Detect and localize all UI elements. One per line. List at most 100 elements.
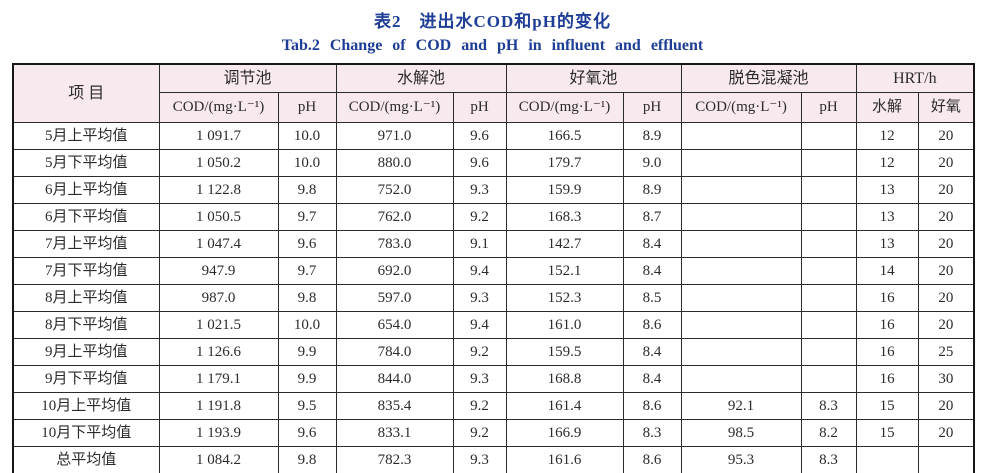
column-header-ph-aerobic: pH bbox=[622, 92, 682, 123]
table-cell: 168.8 bbox=[505, 365, 624, 393]
row-label: 10月下平均值 bbox=[12, 419, 160, 447]
table-cell: 987.0 bbox=[158, 284, 279, 312]
header-sub-row: COD/(mg·L⁻¹) pH COD/(mg·L⁻¹) pH COD/(mg·… bbox=[13, 92, 975, 123]
table-cell bbox=[800, 230, 857, 258]
table-cell bbox=[800, 338, 857, 366]
table-cell: 9.3 bbox=[452, 284, 507, 312]
table-cell: 9.8 bbox=[277, 284, 337, 312]
table-cell: 8.4 bbox=[622, 338, 682, 366]
table-cell bbox=[800, 122, 857, 150]
table-cell: 13 bbox=[855, 203, 919, 231]
table-cell: 9.7 bbox=[277, 203, 337, 231]
table-cell: 10.0 bbox=[277, 122, 337, 150]
column-header-hrt-aerobic: 好氧 bbox=[917, 92, 975, 123]
table-cell: 9.7 bbox=[277, 257, 337, 285]
table-cell: 9.1 bbox=[452, 230, 507, 258]
row-label: 6月上平均值 bbox=[12, 176, 160, 204]
table-cell: 16 bbox=[855, 311, 919, 339]
column-header-ph-hydrolysis: pH bbox=[452, 92, 507, 123]
row-label: 9月下平均值 bbox=[12, 365, 160, 393]
column-group-regulating-tank: 调节池 bbox=[158, 63, 337, 93]
table-cell: 8.3 bbox=[800, 392, 857, 420]
column-header-ph-decolor: pH bbox=[800, 92, 857, 123]
table-cell: 92.1 bbox=[680, 392, 802, 420]
table-header: 项 目 调节池 水解池 好氧池 脱色混凝池 HRT/h COD/(mg·L⁻¹)… bbox=[12, 63, 975, 123]
row-label: 7月上平均值 bbox=[12, 230, 160, 258]
table-cell: 152.3 bbox=[505, 284, 624, 312]
table-cell: 12 bbox=[855, 149, 919, 177]
table-row: 8月下平均值 1 021.5 10.0 654.0 9.4 161.0 8.6 16 20 bbox=[12, 311, 975, 339]
table-cell: 9.6 bbox=[452, 149, 507, 177]
table-cell bbox=[680, 230, 802, 258]
table-cell: 9.2 bbox=[452, 338, 507, 366]
table-cell: 9.4 bbox=[452, 311, 507, 339]
column-header-cod-regulating: COD/(mg·L⁻¹) bbox=[158, 92, 279, 123]
table-cell: 8.6 bbox=[622, 311, 682, 339]
table-cell: 20 bbox=[917, 230, 975, 258]
table-cell: 1 084.2 bbox=[158, 446, 279, 473]
table-cell: 25 bbox=[917, 338, 975, 366]
table-cell: 179.7 bbox=[505, 149, 624, 177]
table-cell: 1 191.8 bbox=[158, 392, 279, 420]
table-cell: 20 bbox=[917, 176, 975, 204]
table-cell: 152.1 bbox=[505, 257, 624, 285]
table-cell: 971.0 bbox=[335, 122, 454, 150]
table-cell: 8.3 bbox=[622, 419, 682, 447]
table-cell bbox=[800, 176, 857, 204]
table-row: 5月上平均值 1 091.7 10.0 971.0 9.6 166.5 8.9 12 20 bbox=[12, 122, 975, 150]
table-row: 10月上平均值 1 191.8 9.5 835.4 9.2 161.4 8.6 92.1 8.3… bbox=[12, 392, 975, 420]
table-row: 5月下平均值 1 050.2 10.0 880.0 9.6 179.7 9.0 12 20 bbox=[12, 149, 975, 177]
table-cell: 12 bbox=[855, 122, 919, 150]
table-cell: 20 bbox=[917, 419, 975, 447]
table-cell bbox=[680, 311, 802, 339]
table-cell: 15 bbox=[855, 419, 919, 447]
table-row: 6月上平均值 1 122.8 9.8 752.0 9.3 159.9 8.9 13 20 bbox=[12, 176, 975, 204]
table-body: 5月上平均值 1 091.7 10.0 971.0 9.6 166.5 8.9 12 20 5月下… bbox=[12, 122, 975, 473]
row-label: 5月下平均值 bbox=[12, 149, 160, 177]
column-header-cod-decolor: COD/(mg·L⁻¹) bbox=[680, 92, 802, 123]
cod-ph-data-table: 项 目 调节池 水解池 好氧池 脱色混凝池 HRT/h COD/(mg·L⁻¹)… bbox=[12, 63, 976, 473]
table-cell: 8.9 bbox=[622, 176, 682, 204]
table-cell: 10.0 bbox=[277, 149, 337, 177]
table-cell: 8.9 bbox=[622, 122, 682, 150]
column-header-cod-hydrolysis: COD/(mg·L⁻¹) bbox=[335, 92, 454, 123]
column-header-item: 项 目 bbox=[12, 63, 160, 123]
column-group-decolor-coagulation-tank: 脱色混凝池 bbox=[680, 63, 857, 93]
table-cell: 1 021.5 bbox=[158, 311, 279, 339]
table-cell: 16 bbox=[855, 284, 919, 312]
table-row: 10月下平均值 1 193.9 9.6 833.1 9.2 166.9 8.3 98.5 8.2… bbox=[12, 419, 975, 447]
table-cell bbox=[680, 176, 802, 204]
table-cell bbox=[800, 203, 857, 231]
table-cell: 20 bbox=[917, 203, 975, 231]
table-cell: 8.6 bbox=[622, 392, 682, 420]
table-cell: 20 bbox=[917, 257, 975, 285]
table-cell: 782.3 bbox=[335, 446, 454, 473]
column-header-cod-aerobic: COD/(mg·L⁻¹) bbox=[505, 92, 624, 123]
table-cell: 692.0 bbox=[335, 257, 454, 285]
table-cell: 142.7 bbox=[505, 230, 624, 258]
table-cell: 98.5 bbox=[680, 419, 802, 447]
table-cell: 9.6 bbox=[277, 230, 337, 258]
column-header-ph-regulating: pH bbox=[277, 92, 337, 123]
table-cell: 14 bbox=[855, 257, 919, 285]
table-cell: 159.9 bbox=[505, 176, 624, 204]
table-cell: 9.3 bbox=[452, 176, 507, 204]
column-group-hrt: HRT/h bbox=[855, 63, 975, 93]
table-cell bbox=[680, 338, 802, 366]
table-cell: 1 050.2 bbox=[158, 149, 279, 177]
table-cell: 13 bbox=[855, 176, 919, 204]
table-caption-english: Tab.2 Change of COD and pH in influent a… bbox=[281, 37, 704, 54]
row-label: 9月上平均值 bbox=[12, 338, 160, 366]
table-row: 6月下平均值 1 050.5 9.7 762.0 9.2 168.3 8.7 13 20 bbox=[12, 203, 975, 231]
table-cell: 9.8 bbox=[277, 176, 337, 204]
table-cell: 9.2 bbox=[452, 392, 507, 420]
table-cell: 9.2 bbox=[452, 419, 507, 447]
table-cell bbox=[800, 149, 857, 177]
table-cell: 9.3 bbox=[452, 365, 507, 393]
table-cell: 654.0 bbox=[335, 311, 454, 339]
row-label: 10月上平均值 bbox=[12, 392, 160, 420]
table-cell: 166.5 bbox=[505, 122, 624, 150]
table-cell: 30 bbox=[917, 365, 975, 393]
table-cell: 159.5 bbox=[505, 338, 624, 366]
